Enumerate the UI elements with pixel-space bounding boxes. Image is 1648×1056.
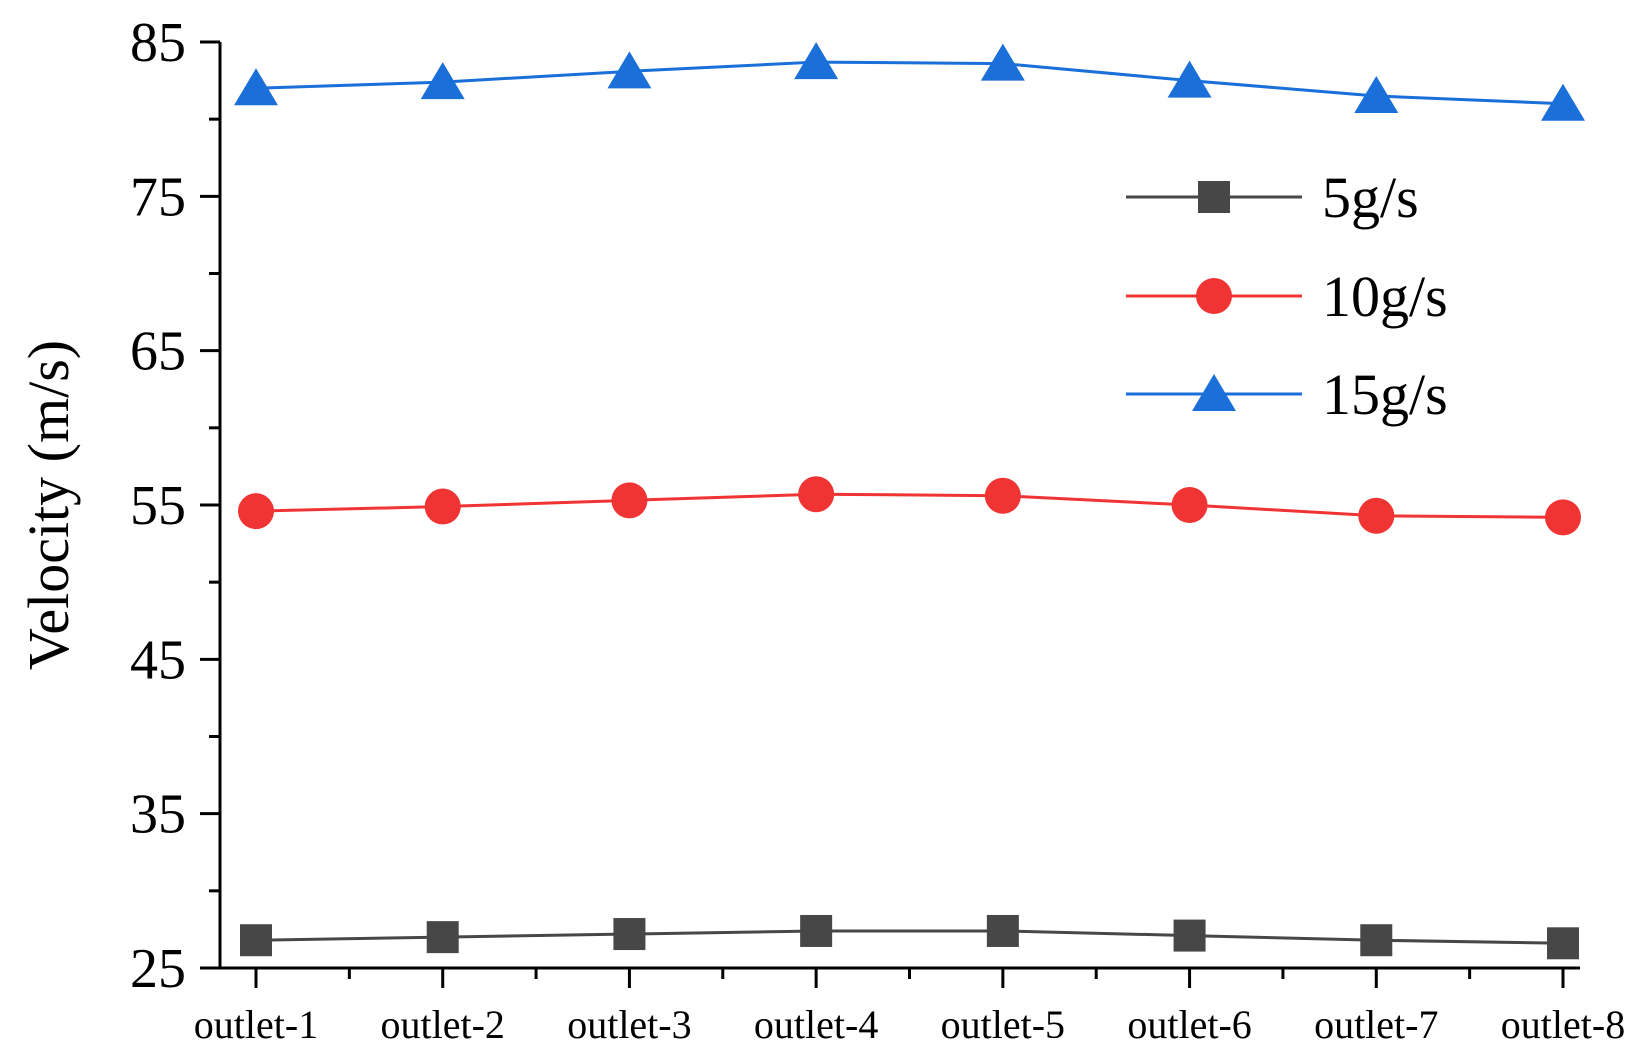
x-tick-label: outlet-2 (381, 1002, 505, 1047)
legend-label: 10g/s (1322, 264, 1448, 329)
y-tick-label: 45 (130, 629, 186, 691)
x-tick-label: outlet-8 (1501, 1002, 1625, 1047)
y-axis-title: Velocity (m/s) (16, 340, 81, 670)
x-tick-label: outlet-7 (1314, 1002, 1438, 1047)
data-point-triangle (420, 62, 465, 100)
data-point-square (1360, 924, 1393, 957)
x-tick-label: outlet-3 (567, 1002, 691, 1047)
data-point-triangle (1541, 83, 1585, 121)
legend-label: 15g/s (1322, 362, 1448, 427)
data-point-circle (984, 477, 1021, 514)
data-point-circle (798, 476, 835, 513)
data-point-triangle (234, 68, 278, 106)
data-point-triangle (980, 43, 1025, 81)
x-tick-label: outlet-4 (754, 1002, 878, 1047)
y-axis-ticks: 25 35 45 55 65 75 85 (130, 12, 220, 1000)
x-tick-label: outlet-6 (1127, 1002, 1251, 1047)
legend-marker-square (1198, 181, 1230, 213)
data-point-square (986, 914, 1019, 947)
series-line (255, 492, 1564, 519)
y-tick-label: 35 (130, 784, 186, 846)
data-point-triangle (607, 51, 652, 89)
data-point-square (240, 924, 272, 957)
data-point-circle (1358, 497, 1395, 534)
series-line (255, 929, 1564, 945)
x-tick-label: outlet-1 (194, 1002, 318, 1047)
y-tick-label: 25 (130, 938, 186, 1000)
legend: 5g/s 10g/s 15g/s (1126, 165, 1448, 427)
data-point-square (800, 914, 833, 947)
x-tick-label: outlet-5 (941, 1002, 1065, 1047)
data-point-circle (611, 482, 648, 519)
y-tick-label: 85 (130, 12, 186, 74)
series-10g/s (238, 476, 1581, 536)
legend-marker-circle (1196, 278, 1232, 314)
data-point-square (613, 918, 646, 951)
x-axis-ticks: outlet-1 outlet-2 outlet-3 outlet-4 outlet-5… (194, 968, 1625, 1047)
data-point-circle (424, 488, 461, 525)
data-point-square (1547, 927, 1579, 960)
data-point-circle (1171, 487, 1208, 523)
legend-marker-triangle (1192, 374, 1236, 411)
data-point-square (1173, 919, 1206, 952)
legend-item: 5g/s (1126, 165, 1419, 230)
legend-label: 5g/s (1322, 165, 1419, 230)
series-5g/s (240, 914, 1579, 960)
series-line (255, 60, 1564, 106)
data-point-circle (1545, 499, 1581, 536)
data-point-square (426, 921, 459, 954)
data-point-circle (238, 493, 274, 530)
legend-item: 15g/s (1126, 362, 1448, 427)
y-tick-label: 65 (130, 321, 186, 383)
y-tick-label: 75 (130, 166, 186, 228)
data-point-triangle (794, 42, 839, 80)
series-layer (234, 42, 1585, 960)
y-tick-label: 55 (130, 475, 186, 537)
data-point-triangle (1167, 60, 1212, 98)
series-15g/s (234, 42, 1585, 121)
legend-item: 10g/s (1126, 264, 1448, 329)
data-point-triangle (1354, 76, 1399, 114)
